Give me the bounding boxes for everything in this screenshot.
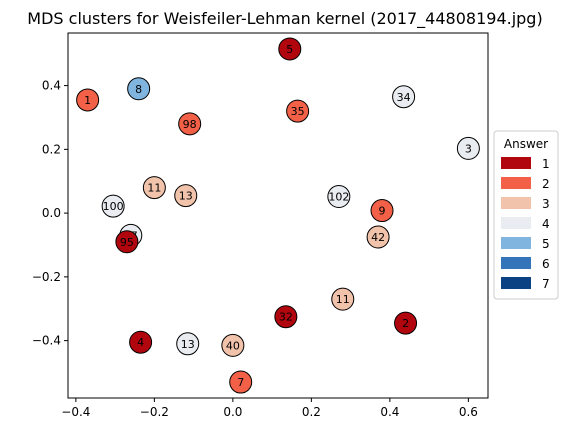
plot-area-frame	[67, 32, 489, 399]
data-point-label-20: 40	[226, 339, 240, 352]
legend-swatch-3	[501, 197, 531, 209]
x-tick-label-0: −0.4	[61, 405, 90, 419]
x-tick-label-2: 0.0	[223, 405, 242, 419]
legend-label-6: 6	[542, 257, 550, 271]
data-point-label-4: 35	[291, 105, 305, 118]
data-point-label-5: 34	[397, 91, 411, 104]
data-point-label-19: 13	[181, 338, 195, 351]
axes-layer: −0.4 −0.2 0.0 0.2 0.4 0.6 −0.4 −0.2 0.0 0.2 0.4	[32, 79, 478, 419]
data-point-label-12: 102	[328, 191, 349, 204]
data-point-label-16: 32	[279, 311, 293, 324]
data-point-18	[129, 330, 153, 354]
data-point-13	[370, 199, 394, 223]
data-point-label-2: 8	[135, 83, 142, 96]
data-point-6	[456, 136, 480, 160]
data-point-7	[142, 176, 166, 200]
legend-swatch-1	[501, 157, 531, 169]
data-point-16	[274, 305, 298, 329]
data-point-4	[286, 99, 310, 123]
data-point-label-17: 2	[402, 317, 409, 330]
data-point-17	[394, 311, 418, 335]
points-layer: 51898353431113100979510294211322413407	[76, 37, 480, 394]
data-point-label-0: 5	[286, 43, 293, 56]
legend-label-2: 2	[542, 177, 550, 191]
data-point-2	[127, 77, 151, 101]
legend-label-5: 5	[542, 237, 550, 251]
legend-title: Answer	[504, 137, 548, 151]
data-point-label-8: 13	[179, 190, 193, 203]
data-point-15	[331, 287, 355, 311]
legend-swatch-5	[501, 237, 531, 249]
y-tick-label-1: −0.2	[32, 270, 61, 284]
y-tick-label-4: 0.4	[42, 79, 61, 93]
data-point-1	[76, 88, 100, 112]
x-tick-label-1: −0.2	[140, 405, 169, 419]
data-point-label-15: 11	[336, 293, 350, 306]
data-point-label-3: 98	[183, 118, 197, 131]
data-point-21	[229, 370, 253, 394]
legend: Answer 1 2 3 4 5 6 7	[493, 130, 559, 300]
data-point-12	[327, 185, 351, 209]
data-point-9	[101, 194, 125, 218]
data-point-label-13: 9	[379, 205, 386, 218]
x-tick-label-4: 0.4	[380, 405, 399, 419]
y-tick-label-0: −0.4	[32, 334, 61, 348]
x-tick-label-3: 0.2	[302, 405, 321, 419]
data-point-11	[115, 230, 139, 254]
data-point-label-14: 42	[371, 231, 385, 244]
legend-label-3: 3	[542, 197, 550, 211]
y-tick-label-3: 0.2	[42, 142, 61, 156]
legend-swatch-6	[501, 257, 531, 269]
chart-title: MDS clusters for Weisfeiler-Lehman kerne…	[27, 9, 542, 29]
legend-label-4: 4	[542, 217, 550, 231]
legend-swatch-7	[501, 277, 531, 289]
legend-label-7: 7	[542, 277, 550, 291]
legend-label-1: 1	[542, 157, 550, 171]
x-tick-label-5: 0.6	[459, 405, 478, 419]
data-point-5	[392, 85, 416, 109]
legend-swatch-2	[501, 177, 531, 189]
data-point-19	[176, 332, 200, 356]
data-point-8	[174, 184, 198, 208]
legend-swatch-4	[501, 217, 531, 229]
data-point-14	[366, 225, 390, 249]
data-point-label-7: 11	[147, 182, 161, 195]
data-point-label-6: 3	[465, 142, 472, 155]
data-point-0	[278, 37, 302, 61]
y-tick-label-2: 0.0	[42, 206, 61, 220]
data-point-20	[221, 333, 245, 357]
data-point-label-18: 4	[137, 336, 144, 349]
data-point-label-11: 95	[120, 236, 134, 249]
data-point-label-21: 7	[237, 376, 244, 389]
data-point-label-1: 1	[84, 94, 91, 107]
data-point-3	[178, 112, 202, 136]
data-point-label-9: 100	[103, 200, 124, 213]
